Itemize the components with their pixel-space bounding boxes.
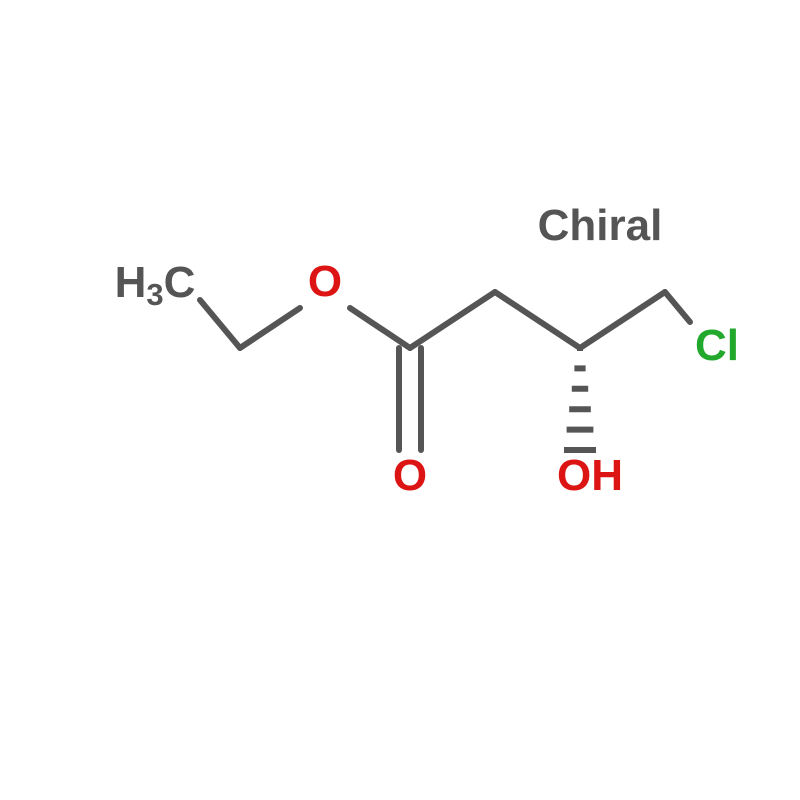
bond-single [350, 308, 410, 348]
label-ch3: H3C [115, 258, 196, 312]
label-o_dbl: O [393, 451, 427, 500]
bonds [200, 292, 690, 450]
bond-single [580, 292, 665, 348]
label-o_eth: O [308, 257, 342, 306]
bond-single [665, 292, 690, 322]
bond-single [495, 292, 580, 348]
bond-single [200, 300, 240, 348]
bond-single [240, 308, 300, 348]
bond-single [410, 292, 495, 348]
chemical-structure-diagram: H3C Chiral Cl O O OH [0, 0, 800, 800]
label-chiral: Chiral [538, 201, 663, 250]
label-cl: Cl [695, 321, 739, 370]
label-oh: OH [557, 451, 623, 500]
atom-labels: H3C Chiral Cl O O OH [115, 201, 739, 500]
